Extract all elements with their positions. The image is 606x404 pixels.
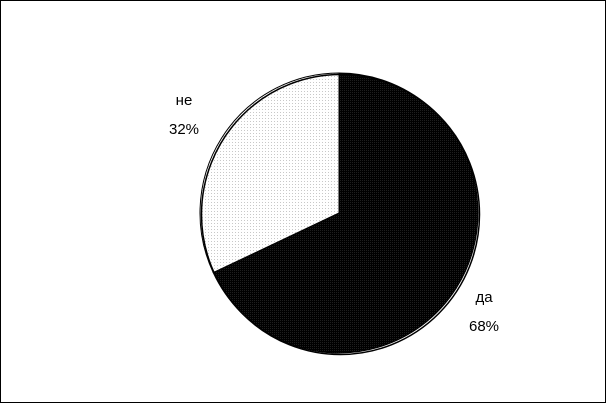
slice-label-da: да: [475, 289, 493, 306]
pie-outline: [200, 73, 481, 356]
pie-slices: [199, 72, 481, 356]
slice-value-da: 68%: [469, 318, 499, 335]
slice-label-ne: не: [176, 92, 193, 109]
slice-value-ne: 32%: [169, 121, 199, 138]
